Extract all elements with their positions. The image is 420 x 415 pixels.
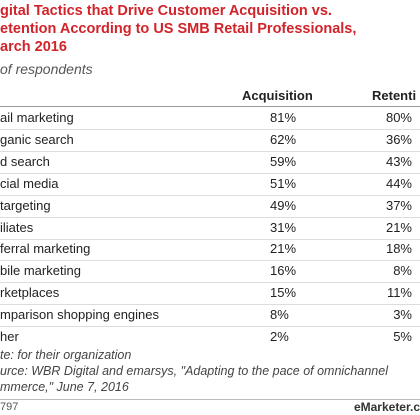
retention-value: 18%	[385, 241, 412, 257]
row-label: ferral marketing	[0, 241, 91, 257]
row-label: d search	[0, 153, 50, 169]
retention-value: 11%	[386, 285, 412, 301]
column-header: Retenti	[372, 88, 417, 103]
note: te: for their organization	[0, 348, 132, 362]
row-label: bile marketing	[0, 263, 81, 279]
retention-value: 5%	[393, 329, 412, 344]
acquisition-value: 51%	[270, 175, 297, 191]
title-line: etention According to US SMB Retail Prof…	[0, 21, 357, 37]
acquisition-value: 62%	[270, 131, 297, 147]
retention-value: 21%	[385, 219, 412, 235]
footer-id: 797	[0, 401, 19, 413]
acquisition-value: 31%	[270, 219, 297, 235]
column-header: Acquisition	[242, 88, 313, 103]
row-label: rketplaces	[0, 285, 60, 301]
row-rule	[0, 129, 420, 130]
footer-rule	[0, 399, 420, 400]
row-label: her	[0, 329, 19, 344]
retention-value: 8%	[393, 263, 412, 279]
subtitle: of respondents	[0, 61, 93, 77]
acquisition-value: 8%	[270, 307, 289, 323]
retention-value: 3%	[393, 307, 412, 323]
row-label: ganic search	[0, 131, 74, 147]
row-label: ail marketing	[0, 110, 74, 125]
retention-value: 44%	[385, 175, 412, 191]
row-label: iliates	[0, 219, 34, 235]
row-rule	[0, 216, 420, 218]
row-label: targeting	[0, 197, 51, 213]
acquisition-value: 15%	[270, 285, 297, 301]
acquisition-value: 2%	[270, 329, 289, 344]
row-rule	[0, 282, 420, 284]
row-rule	[0, 304, 420, 306]
row-rule	[0, 150, 420, 152]
row-rule	[0, 260, 420, 262]
note: mmerce," June 7, 2016	[0, 380, 129, 394]
retention-value: 43%	[385, 153, 412, 169]
note: urce: WBR Digital and emarsys, "Adapting…	[0, 364, 388, 378]
acquisition-value: 59%	[270, 153, 297, 169]
retention-value: 36%	[385, 131, 412, 147]
row-label: mparison shopping engines	[0, 307, 159, 323]
header-rule	[0, 106, 420, 107]
acquisition-value: 16%	[270, 263, 297, 279]
acquisition-value: 81%	[270, 110, 297, 125]
row-rule	[0, 326, 420, 328]
row-label: cial media	[0, 175, 59, 191]
retention-value: 80%	[385, 110, 412, 125]
title-line: gital Tactics that Drive Customer Acquis…	[0, 3, 332, 19]
retention-value: 37%	[385, 197, 412, 213]
title-line: arch 2016	[0, 39, 67, 55]
row-rule	[0, 194, 420, 196]
acquisition-value: 21%	[270, 241, 297, 257]
footer-brand: eMarketer.c	[353, 400, 420, 414]
acquisition-value: 49%	[270, 197, 297, 213]
row-rule	[0, 238, 420, 240]
row-rule	[0, 172, 420, 174]
